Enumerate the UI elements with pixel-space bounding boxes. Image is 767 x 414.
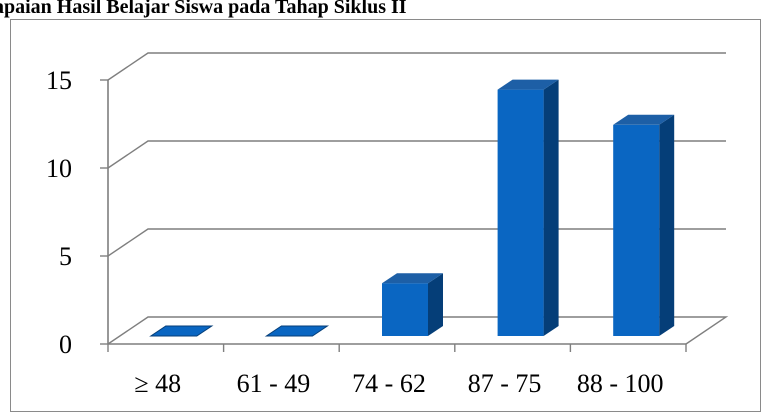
bar-3 <box>497 79 559 336</box>
bar-side-face <box>543 79 559 336</box>
y-tick-label: 15 <box>46 66 72 95</box>
bar-top-face <box>497 79 559 90</box>
bar-front-face <box>613 124 660 336</box>
bar-2 <box>382 273 443 336</box>
bar-layer <box>149 79 675 337</box>
gridline-15 <box>107 52 726 81</box>
bar-side-face <box>659 114 675 336</box>
bar-0 <box>149 325 214 337</box>
bar-front-face <box>497 89 544 336</box>
label-layer: 0 5 10 15 ≥ 48 61 - 49 74 - 62 87 - 75 88 - 100 <box>46 66 664 398</box>
chart-title: apaian Hasil Belajar Siswa pada Tahap Si… <box>0 0 767 20</box>
x-tick-label: 61 - 49 <box>237 369 311 398</box>
x-tick-label: 88 - 100 <box>577 369 664 398</box>
bar-side-face <box>428 273 443 336</box>
y-tick-label: 5 <box>59 242 72 271</box>
y-tick-label: 10 <box>46 154 72 183</box>
bar-top-face <box>149 325 214 337</box>
axis-layer <box>100 79 687 352</box>
bar-1 <box>264 325 330 337</box>
y-tick-label: 0 <box>59 330 72 359</box>
bar-front-face <box>382 283 428 336</box>
x-tick-label: 74 - 62 <box>352 369 426 398</box>
x-tick-label: ≥ 48 <box>134 369 181 398</box>
x-tick-label: 87 - 75 <box>468 369 542 398</box>
bar-top-face <box>264 325 330 337</box>
bar-top-face <box>382 273 443 284</box>
chart-title-text: apaian Hasil Belajar Siswa pada Tahap Si… <box>0 0 407 18</box>
bar-top-face <box>613 114 675 125</box>
bar-4 <box>613 114 675 336</box>
